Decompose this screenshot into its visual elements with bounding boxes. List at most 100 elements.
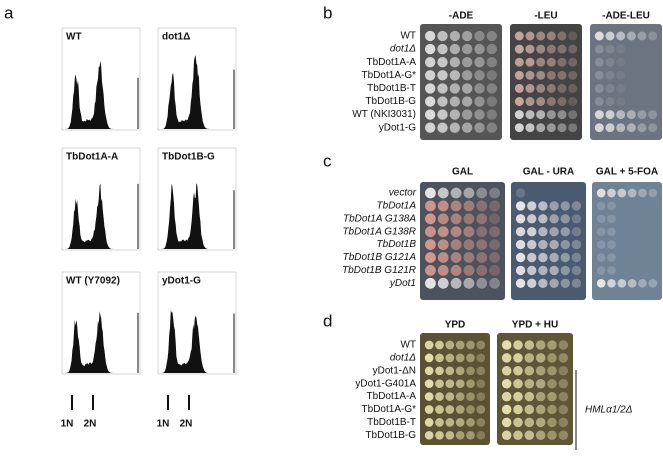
spot <box>514 97 524 106</box>
spot <box>627 278 637 288</box>
spot <box>525 57 535 67</box>
spot <box>466 405 475 414</box>
strain-label: TbDot1B-T <box>367 83 416 94</box>
spot <box>596 227 606 237</box>
spot <box>455 353 465 363</box>
histogram-frame <box>61 147 141 251</box>
spot <box>594 44 604 54</box>
spot <box>525 123 535 133</box>
spot <box>425 187 436 199</box>
histogram-frame <box>157 27 237 131</box>
spot <box>424 83 436 94</box>
spot <box>445 366 455 376</box>
spot <box>489 277 500 289</box>
plate <box>420 333 490 445</box>
spot <box>535 340 546 350</box>
spot <box>437 277 449 289</box>
spot <box>501 391 512 402</box>
spot <box>607 253 616 262</box>
spot <box>466 353 475 363</box>
spot <box>558 353 569 363</box>
spot <box>474 30 485 42</box>
spot <box>524 366 535 376</box>
spot <box>648 278 658 288</box>
spot <box>524 417 535 428</box>
strain-label: TbDot1B G121R <box>342 265 416 276</box>
spot <box>514 31 524 41</box>
spot <box>437 213 449 225</box>
spot <box>513 353 523 363</box>
bracket-label: HMLα1/2Δ <box>585 405 633 416</box>
spot <box>435 366 444 376</box>
spot <box>474 70 485 81</box>
spot <box>535 353 546 363</box>
spot <box>425 239 436 250</box>
spot <box>525 97 535 106</box>
spot <box>424 379 434 389</box>
spot <box>463 265 475 276</box>
spot <box>515 214 526 224</box>
histogram <box>62 183 136 249</box>
spot <box>476 430 486 440</box>
spot <box>607 266 616 275</box>
spot <box>437 30 448 42</box>
spot <box>560 214 570 224</box>
spot <box>514 70 524 80</box>
spot <box>515 201 526 211</box>
spot <box>571 201 582 211</box>
strain-label: TbDot1B G121A <box>343 252 417 263</box>
spot <box>527 227 537 237</box>
spot <box>463 226 475 238</box>
spot <box>524 378 535 389</box>
spot <box>596 253 606 262</box>
spot <box>546 44 556 54</box>
strain-label: TbDot1A G138A <box>343 213 416 224</box>
histogram-title: TbDot1B-G <box>162 152 215 163</box>
spot <box>424 43 436 55</box>
spot <box>424 418 434 427</box>
spot <box>513 404 523 415</box>
spot <box>571 278 582 288</box>
spot <box>607 240 616 249</box>
spot <box>549 265 559 276</box>
spot <box>560 201 570 211</box>
spot <box>560 227 570 237</box>
spot <box>560 239 570 250</box>
histogram-title: dot1Δ <box>162 32 190 43</box>
spot <box>571 227 582 237</box>
spot <box>515 227 526 237</box>
axis-label: 2N <box>84 419 97 430</box>
spot <box>524 404 535 415</box>
spot <box>637 123 647 133</box>
histogram <box>158 310 232 373</box>
strain-label: TbDot1A-G* <box>362 404 417 415</box>
spot <box>486 96 498 107</box>
strain-label: TbDot1A G138R <box>342 226 416 237</box>
spot <box>546 31 556 41</box>
spot <box>546 83 556 93</box>
spot <box>489 252 500 263</box>
strain-label: TbDot1B-G <box>365 430 416 441</box>
strain-label: TbDot1B-T <box>367 417 416 428</box>
histogram-title: yDot1-G <box>162 276 201 287</box>
spot <box>461 122 473 133</box>
spot <box>445 392 455 401</box>
histogram <box>158 55 232 129</box>
spot <box>461 70 473 81</box>
spot <box>536 44 546 54</box>
spot <box>501 340 512 350</box>
spot <box>571 265 582 276</box>
strain-label: WT <box>400 340 416 351</box>
spot <box>463 252 475 263</box>
spot <box>455 392 465 401</box>
strain-label: TbDot1A-G* <box>362 70 417 81</box>
spot <box>524 353 535 363</box>
spot <box>437 187 449 199</box>
spot <box>437 57 448 68</box>
spot <box>568 110 578 120</box>
strain-label: yDot1-ΔN <box>373 365 416 376</box>
spot <box>524 340 535 350</box>
spot <box>435 353 444 363</box>
spot <box>547 366 557 376</box>
